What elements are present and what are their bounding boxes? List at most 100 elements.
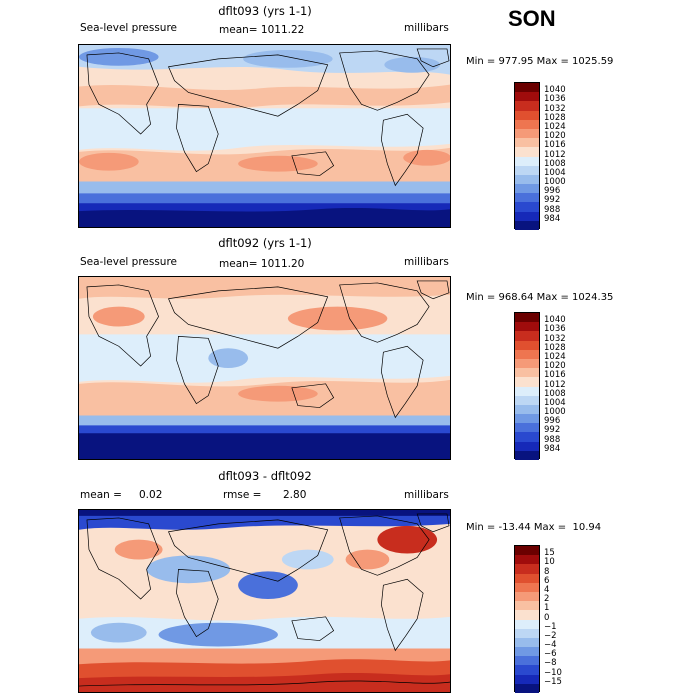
colorbar-swatch bbox=[515, 432, 539, 442]
colorbar-swatch bbox=[515, 193, 539, 203]
colorbar-swatch bbox=[515, 386, 539, 396]
colorbar-tick-label: −8 bbox=[544, 658, 557, 669]
colorbar-tick-label: 996 bbox=[544, 186, 561, 197]
colorbar-tick-label: 1000 bbox=[544, 407, 566, 418]
colorbar-tick-label: −15 bbox=[544, 676, 562, 687]
colorbar-tick-label: 1012 bbox=[544, 149, 566, 160]
colorbar-swatch bbox=[515, 414, 539, 424]
colorbar-swatch bbox=[515, 683, 539, 693]
colorbar-swatch bbox=[515, 546, 539, 556]
colorbar-swatch bbox=[515, 423, 539, 433]
colorbar-tick-label: 15 bbox=[544, 548, 555, 559]
colorbar-swatch bbox=[515, 637, 539, 648]
colorbar-swatch bbox=[515, 610, 539, 620]
colorbar-swatch bbox=[515, 138, 539, 148]
panel3-colorbar bbox=[514, 545, 540, 693]
colorbar-tick-label: 6 bbox=[544, 575, 550, 586]
panel1-minmax: Min = 977.95 Max = 1025.59 bbox=[466, 56, 614, 67]
colorbar-swatch bbox=[515, 358, 539, 369]
colorbar-tick-label: 1020 bbox=[544, 131, 566, 142]
panel1-variable-label: Sea-level pressure bbox=[80, 22, 178, 34]
colorbar-tick-label: 1008 bbox=[544, 388, 566, 399]
colorbar-tick-label: 1004 bbox=[544, 167, 566, 178]
colorbar-tick-label: 1012 bbox=[544, 379, 566, 390]
panel1-units-label: millibars bbox=[404, 22, 449, 34]
panel1-mean-label: mean= 1011.22 bbox=[219, 24, 305, 36]
colorbar-swatch bbox=[515, 110, 539, 120]
colorbar-tick-label: −6 bbox=[544, 649, 557, 660]
colorbar-swatch bbox=[515, 377, 539, 387]
colorbar-tick-label: 1000 bbox=[544, 177, 566, 188]
colorbar-swatch bbox=[515, 92, 539, 102]
colorbar-swatch bbox=[515, 211, 539, 221]
colorbar-swatch bbox=[515, 591, 539, 602]
colorbar-tick-label: 1040 bbox=[544, 85, 566, 96]
colorbar-swatch bbox=[515, 573, 539, 583]
colorbar-tick-label: 0 bbox=[544, 612, 550, 623]
colorbar-tick-label: 1024 bbox=[544, 121, 566, 132]
panel2-colorbar bbox=[514, 312, 540, 460]
colorbar-swatch bbox=[515, 184, 539, 194]
colorbar-tick-label: 984 bbox=[544, 443, 561, 454]
colorbar-tick-label: 984 bbox=[544, 213, 561, 224]
colorbar-swatch bbox=[515, 322, 539, 332]
colorbar-swatch bbox=[515, 340, 539, 350]
colorbar-tick-label: −4 bbox=[544, 640, 557, 651]
colorbar-swatch bbox=[515, 450, 539, 460]
colorbar-tick-label: −2 bbox=[544, 630, 557, 641]
colorbar-swatch bbox=[515, 628, 539, 638]
colorbar-tick-label: 1032 bbox=[544, 103, 566, 114]
colorbar-swatch bbox=[515, 404, 539, 415]
colorbar-tick-label: 1032 bbox=[544, 333, 566, 344]
colorbar-swatch bbox=[515, 647, 539, 657]
colorbar-tick-label: 1028 bbox=[544, 112, 566, 123]
colorbar-tick-label: 988 bbox=[544, 434, 561, 445]
panel3-minmax: Min = -13.44 Max = 10.94 bbox=[466, 522, 602, 533]
panel2-mean-label: mean= 1011.20 bbox=[219, 258, 305, 270]
colorbar-tick-label: 996 bbox=[544, 416, 561, 427]
colorbar-tick-label: 992 bbox=[544, 425, 561, 436]
season-label: SON bbox=[508, 6, 556, 31]
colorbar-swatch bbox=[515, 313, 539, 323]
colorbar-swatch bbox=[515, 220, 539, 230]
panel2-units-label: millibars bbox=[404, 256, 449, 268]
colorbar-swatch bbox=[515, 202, 539, 212]
colorbar-swatch bbox=[515, 564, 539, 574]
colorbar-swatch bbox=[515, 156, 539, 166]
panel3-mean-value: 0.02 bbox=[139, 489, 163, 501]
panel3-title: dflt093 - dflt092 bbox=[218, 469, 312, 483]
colorbar-tick-label: 4 bbox=[544, 584, 550, 595]
colorbar-tick-label: 1016 bbox=[544, 370, 566, 381]
panel1-map bbox=[78, 44, 451, 228]
colorbar-tick-label: 1 bbox=[544, 603, 550, 614]
panel3-rmse-label: rmse = bbox=[223, 489, 262, 501]
panel2-title: dflt092 (yrs 1-1) bbox=[218, 236, 312, 250]
colorbar-swatch bbox=[515, 441, 539, 451]
colorbar-swatch bbox=[515, 674, 539, 684]
colorbar-swatch bbox=[515, 395, 539, 405]
panel3-map bbox=[78, 509, 451, 693]
colorbar-tick-label: 1028 bbox=[544, 342, 566, 353]
panel3-units-label: millibars bbox=[404, 489, 449, 501]
colorbar-tick-label: 992 bbox=[544, 195, 561, 206]
colorbar-tick-label: 1004 bbox=[544, 397, 566, 408]
panel2-map bbox=[78, 276, 451, 460]
colorbar-swatch bbox=[515, 174, 539, 185]
colorbar-swatch bbox=[515, 665, 539, 675]
colorbar-tick-label: 10 bbox=[544, 557, 555, 568]
panel2-minmax: Min = 968.64 Max = 1024.35 bbox=[466, 292, 614, 303]
colorbar-tick-label: 1040 bbox=[544, 315, 566, 326]
colorbar-swatch bbox=[515, 349, 539, 359]
colorbar-swatch bbox=[515, 555, 539, 565]
colorbar-swatch bbox=[515, 128, 539, 139]
colorbar-tick-label: −10 bbox=[544, 667, 562, 678]
colorbar-tick-label: 1020 bbox=[544, 361, 566, 372]
colorbar-swatch bbox=[515, 582, 539, 592]
colorbar-swatch bbox=[515, 101, 539, 111]
colorbar-swatch bbox=[515, 601, 539, 611]
panel1-title: dflt093 (yrs 1-1) bbox=[218, 4, 312, 18]
panel2-variable-label: Sea-level pressure bbox=[80, 256, 178, 268]
colorbar-swatch bbox=[515, 119, 539, 129]
colorbar-tick-label: 2 bbox=[544, 594, 550, 605]
colorbar-tick-label: −1 bbox=[544, 621, 557, 632]
